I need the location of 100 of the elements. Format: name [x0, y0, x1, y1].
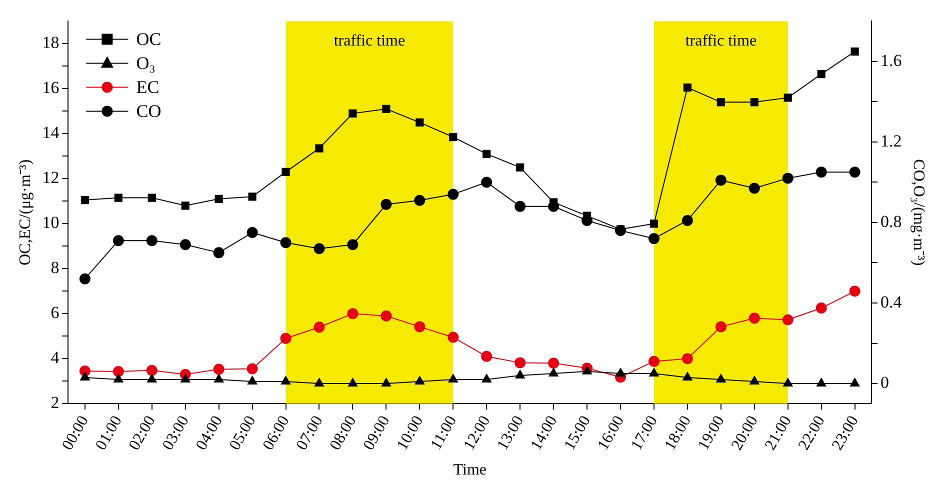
point — [147, 374, 157, 382]
x-axis-title: Time — [453, 462, 486, 479]
point — [514, 200, 526, 212]
point — [414, 321, 426, 332]
point — [715, 321, 726, 332]
point — [816, 302, 827, 314]
point — [448, 374, 458, 382]
y2-tick-label: 1.2 — [880, 131, 902, 150]
point — [682, 372, 692, 380]
point — [782, 314, 794, 326]
point — [180, 239, 191, 250]
point — [414, 194, 426, 206]
point — [784, 94, 792, 102]
y-tick-label: 2 — [50, 393, 60, 412]
legend-label: EC — [136, 76, 160, 97]
point — [347, 239, 358, 250]
band-label: traffic time — [334, 32, 406, 50]
y-tick-label: 8 — [50, 258, 60, 278]
point — [380, 198, 392, 210]
point — [750, 98, 758, 106]
point — [80, 196, 89, 204]
point — [683, 84, 692, 92]
point — [482, 374, 492, 382]
point — [280, 376, 291, 384]
point — [816, 166, 827, 178]
point — [582, 366, 592, 374]
point — [682, 353, 693, 364]
y2-axis-title: CO,O₃/(mg·m⁻³) — [910, 159, 928, 266]
point — [682, 214, 693, 226]
point — [280, 332, 292, 344]
point — [481, 176, 492, 188]
point — [112, 366, 124, 377]
point — [515, 370, 525, 378]
point — [849, 286, 860, 297]
point — [146, 364, 158, 376]
y-tick-label: 18 — [42, 33, 60, 52]
point — [715, 174, 726, 186]
point — [482, 150, 491, 158]
legend-label: CO — [136, 100, 162, 121]
point — [380, 310, 392, 322]
point — [347, 308, 358, 320]
point — [112, 235, 124, 246]
point — [783, 378, 793, 387]
point — [448, 188, 459, 200]
point — [514, 357, 526, 368]
point — [180, 374, 190, 382]
point — [314, 243, 325, 254]
point — [382, 104, 390, 113]
point — [850, 378, 860, 387]
point — [213, 364, 224, 375]
point — [416, 118, 424, 126]
y2-tick-label: 1.6 — [880, 50, 902, 70]
point — [214, 194, 223, 203]
point — [246, 227, 258, 238]
point — [282, 168, 290, 176]
y-tick-label: 6 — [50, 303, 60, 322]
point — [314, 322, 325, 333]
point — [114, 194, 122, 202]
point — [649, 368, 659, 376]
point — [650, 220, 658, 228]
y-tick-label: 12 — [42, 168, 60, 188]
point — [214, 374, 224, 382]
y-axis-title: OC,EC/(μg·m⁻³) — [16, 159, 34, 266]
point — [148, 194, 156, 202]
point — [716, 98, 725, 106]
point — [79, 273, 90, 284]
point — [548, 358, 560, 369]
point — [280, 237, 292, 248]
point — [648, 356, 660, 367]
point — [146, 235, 158, 246]
point — [248, 192, 256, 201]
point — [114, 374, 124, 382]
y-tick-label: 4 — [50, 348, 60, 368]
y2-tick-label: 0.4 — [880, 292, 902, 312]
point — [348, 378, 358, 387]
point — [314, 378, 324, 387]
point — [246, 363, 258, 374]
point — [616, 368, 626, 376]
point — [748, 182, 760, 194]
point — [850, 48, 859, 56]
y2-tick-label: 0 — [880, 372, 890, 392]
point — [348, 109, 357, 118]
point — [414, 376, 424, 384]
point — [748, 312, 760, 324]
point — [247, 376, 258, 384]
point — [80, 372, 90, 380]
point — [548, 368, 558, 376]
point — [648, 233, 660, 244]
point — [481, 350, 492, 362]
point — [816, 378, 826, 387]
legend-label: O₃ — [136, 52, 156, 73]
y-tick-label: 16 — [42, 78, 60, 98]
point — [181, 202, 190, 210]
point — [448, 332, 459, 343]
point — [449, 133, 458, 142]
point — [315, 144, 324, 152]
legend-label: OC — [136, 28, 162, 49]
y-tick-label: 14 — [42, 123, 60, 142]
y2-tick-label: 0.8 — [880, 212, 902, 231]
point — [817, 70, 826, 78]
